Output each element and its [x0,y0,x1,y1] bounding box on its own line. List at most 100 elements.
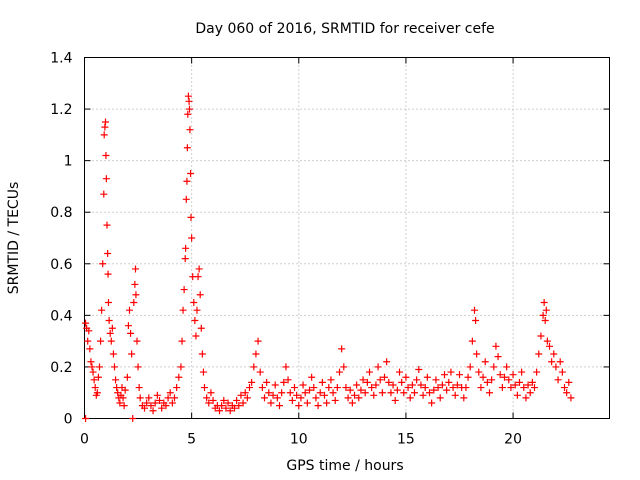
data-point [567,394,575,402]
data-point [248,378,256,386]
y-tick-label: 0.4 [50,308,72,324]
data-point [282,363,290,371]
data-point [359,376,367,384]
data-point [284,376,292,384]
data-point [542,306,550,314]
data-point [398,378,406,386]
data-point [280,378,288,386]
data-point [207,389,215,397]
data-point [419,391,427,399]
data-point [381,373,388,381]
y-tick-label: 0.2 [50,360,72,376]
data-point [130,298,138,306]
data-point [179,306,187,314]
data-point [166,389,174,397]
data-point [501,373,508,381]
data-point [481,358,489,366]
x-axis-title: GPS time / hours [286,458,403,474]
data-point [353,381,361,389]
data-point [344,394,352,402]
data-point [498,384,506,392]
data-point [246,384,253,392]
data-point [520,384,528,392]
data-point [267,399,275,407]
data-point [132,291,140,299]
data-point [492,342,500,350]
data-point [561,384,568,392]
data-point [477,384,485,392]
data-point [119,394,127,402]
data-point [133,337,141,345]
data-point [340,363,348,371]
data-point [252,350,260,358]
data-point [164,394,172,402]
data-point [187,170,195,178]
data-point [558,368,566,376]
data-point [145,394,153,402]
data-point [445,378,453,386]
data-point [104,270,112,278]
data-point [241,389,249,397]
data-point [132,265,139,273]
data-point [121,386,129,394]
data-point [423,373,431,381]
data-point [468,337,476,345]
data-point [187,213,195,221]
data-point [177,363,185,371]
data-point [541,317,549,325]
data-point [471,306,478,314]
data-point [250,363,258,371]
data-point [308,373,316,381]
data-point [198,350,206,358]
data-point [543,337,551,345]
data-point [436,394,444,402]
data-point [105,317,113,325]
data-point [434,384,442,392]
data-point [342,384,350,392]
data-point [237,391,245,399]
data-point [233,396,241,404]
data-point [194,273,202,281]
data-point [428,399,436,407]
data-point [370,391,378,399]
data-point [301,389,309,397]
data-point [552,363,560,371]
data-points [82,92,575,422]
data-point [112,376,120,384]
data-point [181,255,189,263]
data-point [430,386,438,394]
data-point [524,381,532,389]
data-point [361,389,369,397]
data-point [94,373,102,381]
data-point [258,384,266,392]
data-point [513,391,521,399]
data-point [548,358,556,366]
data-point [265,389,273,397]
data-point [351,391,358,399]
data-point [496,371,504,379]
data-point [184,92,192,100]
data-point [98,306,106,314]
data-point [196,291,204,299]
data-point [443,386,451,394]
x-tick-label: 0 [80,432,89,448]
data-point [185,97,193,105]
data-point [180,286,188,294]
data-point [402,373,410,381]
data-point [134,363,142,371]
y-tick-label: 0.8 [50,205,72,221]
data-point [85,327,93,335]
data-point [291,384,298,392]
data-point [483,378,491,386]
axis-ticks [84,57,610,419]
data-point [273,394,281,402]
data-point [243,394,251,402]
data-point [102,118,109,126]
data-point [209,396,217,404]
data-point [494,353,502,361]
data-point [190,298,198,306]
data-point [269,391,277,399]
data-point [473,350,481,358]
data-point [447,368,455,376]
